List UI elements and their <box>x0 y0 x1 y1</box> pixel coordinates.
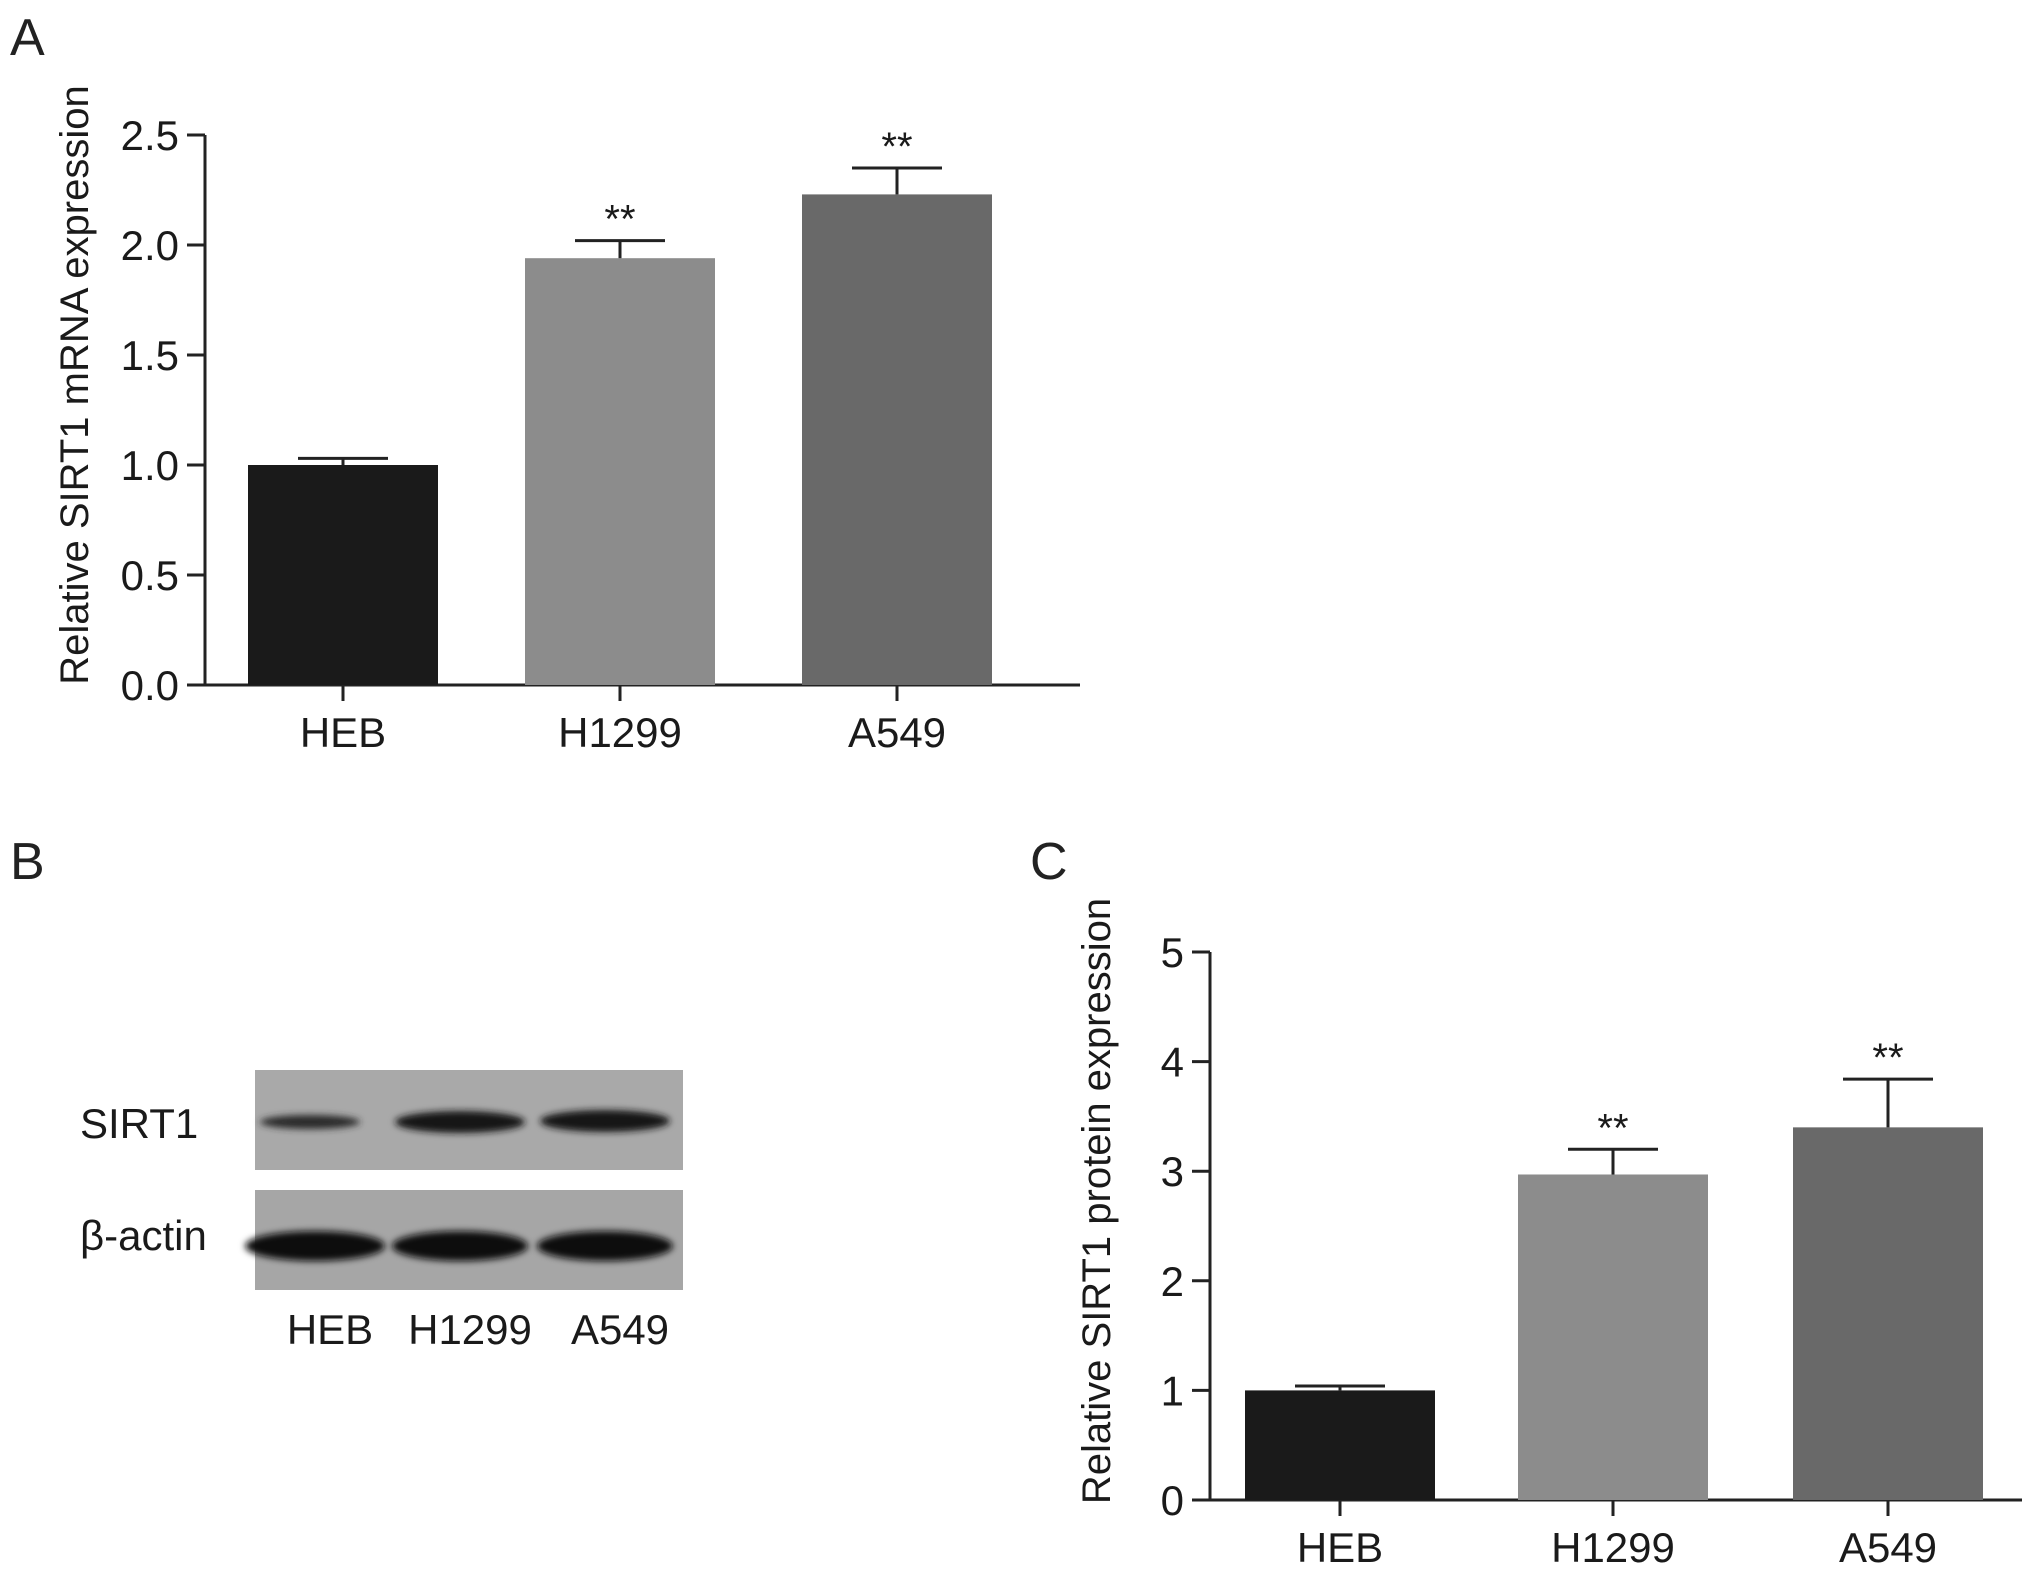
bar-a-heb <box>248 465 438 685</box>
blot-image <box>245 1070 683 1290</box>
y-tick-label-a-1: 0.5 <box>121 552 179 599</box>
blot-band-beta-actin-1 <box>392 1231 528 1261</box>
y-tick-label-c-0: 0 <box>1161 1477 1184 1524</box>
x-tick-label-a-h1299: H1299 <box>558 709 682 756</box>
blot-band-beta-actin-0 <box>245 1231 385 1261</box>
bar-c-a549 <box>1793 1127 1983 1500</box>
y-tick-label-c-1: 1 <box>1161 1367 1184 1414</box>
y-tick-label-c-4: 4 <box>1161 1039 1184 1086</box>
blot-band-beta-actin-2 <box>537 1231 673 1261</box>
x-tick-label-a-heb: HEB <box>300 709 386 756</box>
blot-lane-label-a549: A549 <box>570 1306 670 1353</box>
y-tick-label-c-5: 5 <box>1161 929 1184 976</box>
blot-row-label-beta-actin: β-actin <box>80 1212 207 1259</box>
y-axis-label-a: Relative SIRT1 mRNA expression <box>53 85 97 685</box>
chart-c: 0 1 2 3 4 5 Relative SIRT1 protein expression H… <box>1075 898 2022 1569</box>
blot-band-sirt1-0 <box>260 1115 360 1129</box>
bar-c-h1299 <box>1518 1174 1708 1500</box>
y-tick-label-a-0: 0.0 <box>121 662 179 709</box>
blot-row-label-sirt1: SIRT1 <box>80 1100 199 1147</box>
y-axis-label-c: Relative SIRT1 protein expression <box>1075 898 1119 1504</box>
y-tick-label-a-3: 1.5 <box>121 332 179 379</box>
y-tick-label-a-2: 1.0 <box>121 442 179 489</box>
blot-lane-label-h1299: H1299 <box>408 1306 532 1353</box>
bar-a-a549 <box>802 194 992 685</box>
blot-band-sirt1-1 <box>395 1111 525 1133</box>
significance-c-h1299: ** <box>1597 1106 1628 1150</box>
y-tick-label-a-4: 2.0 <box>121 222 179 269</box>
x-tick-label-c-h1299: H1299 <box>1551 1524 1675 1569</box>
significance-a-a549: ** <box>881 125 912 169</box>
x-tick-label-a-a549: A549 <box>848 709 946 756</box>
bar-a-h1299 <box>525 258 715 685</box>
blot-lane-label-heb: HEB <box>286 1306 374 1353</box>
panel-letter-a: A <box>10 9 45 67</box>
x-tick-label-c-heb: HEB <box>1297 1524 1383 1569</box>
x-tick-label-c-a549: A549 <box>1839 1524 1937 1569</box>
bar-c-heb <box>1245 1390 1435 1500</box>
y-tick-label-c-3: 3 <box>1161 1148 1184 1195</box>
y-tick-label-c-2: 2 <box>1161 1258 1184 1305</box>
panel-letter-c: C <box>1030 833 1068 891</box>
blot-band-sirt1-2 <box>540 1110 670 1132</box>
significance-a-h1299: ** <box>604 198 635 242</box>
chart-a: 0.0 0.5 1.0 1.5 2.0 2.5 Relative SIRT1 mRNA ex… <box>53 85 1080 756</box>
y-tick-label-a-5: 2.5 <box>121 112 179 159</box>
significance-c-a549: ** <box>1872 1036 1903 1080</box>
panel-letter-b: B <box>10 833 45 891</box>
